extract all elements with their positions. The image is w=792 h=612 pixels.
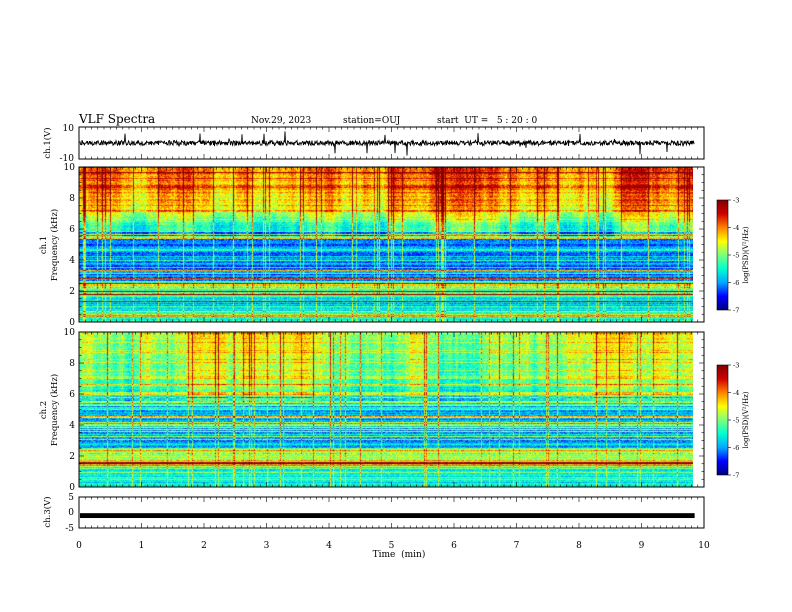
colorbar-tick-label: -3 <box>733 197 739 205</box>
ch1-spectrogram-heatmap <box>79 167 693 322</box>
ch1-colorbar: -3 -4 -5 -6 -7 log(PSD)(V²/Hz) <box>716 197 750 315</box>
colorbar-tick-label: -7 <box>733 472 739 480</box>
x-tick-label: 4 <box>326 541 332 551</box>
ch2-spectrogram-panel: 0 2 4 6 8 10 ch.2 Frequency (kHz) <box>39 328 705 493</box>
y-tick-label: 0 <box>69 483 75 493</box>
ch3-waveform-ylabel: ch.3(V) <box>42 496 53 527</box>
ch1-ytick-bottom: -10 <box>60 154 75 164</box>
y-tick-label: 8 <box>69 194 75 204</box>
ch1-waveform-panel: 10 -10 ch.1(V) <box>42 124 705 164</box>
ch1-waveform-trace <box>79 131 695 156</box>
colorbar-tick-label: -4 <box>733 224 739 232</box>
ch2-colorbar: -3 -4 -5 -6 -7 log(PSD)(V²/Hz) <box>716 362 750 480</box>
ch3-ytick-bottom: -5 <box>65 524 74 534</box>
ch3-ytick-middle: 0 <box>68 508 74 518</box>
colorbar-tick-label: -3 <box>733 362 739 370</box>
date-label: Nov.29, 2023 <box>251 116 312 126</box>
ch3-waveform-panel: 5 0 -5 ch.3(V) <box>42 493 705 534</box>
x-tick-label: 7 <box>514 541 520 551</box>
colorbar-tick-label: -7 <box>733 307 739 315</box>
ch3-ytick-top: 5 <box>68 493 74 503</box>
y-tick-label: 4 <box>69 256 75 266</box>
station-label: station=OUJ <box>343 116 401 126</box>
ch1-spectrogram-channel-label: ch.1 <box>39 236 49 254</box>
y-tick-label: 6 <box>69 390 75 400</box>
ch1-ytick-top: 10 <box>63 124 75 134</box>
colorbar-tick-label: -6 <box>733 279 739 287</box>
x-axis-label: Time (min) <box>373 549 426 560</box>
ch2-spectrogram-ylabel: Frequency (kHz) <box>49 374 60 446</box>
x-tick-label: 10 <box>698 541 710 551</box>
ch2-spectrogram-heatmap <box>79 332 693 487</box>
x-tick-label: 2 <box>201 541 207 551</box>
colorbar-tick-label: -5 <box>733 252 739 260</box>
colorbar-tick-label: -6 <box>733 444 739 452</box>
y-tick-label: 6 <box>69 225 75 235</box>
colorbar-tick-label: -5 <box>733 417 739 425</box>
y-tick-label: 4 <box>69 421 75 431</box>
ch1-spectrogram-ylabel: Frequency (kHz) <box>49 209 60 281</box>
x-tick-label: 8 <box>576 541 582 551</box>
ch1-spectrogram-panel: 0 2 4 6 8 10 ch.1 Frequency (kHz) <box>39 163 705 328</box>
x-tick-label: 1 <box>139 541 145 551</box>
y-tick-label: 2 <box>69 452 75 462</box>
ch1-waveform-ylabel: ch.1(V) <box>42 127 53 158</box>
y-tick-label: 8 <box>69 359 75 369</box>
ch3-waveform-trace <box>80 513 695 519</box>
ch2-spectrogram-channel-label: ch.2 <box>39 401 49 419</box>
ch2-colorbar-label: log(PSD)(V²/Hz) <box>742 391 750 448</box>
x-tick-label: 5 <box>389 541 395 551</box>
y-tick-label: 2 <box>69 287 75 297</box>
y-tick-label: 10 <box>64 328 76 338</box>
x-tick-label: 0 <box>76 541 82 551</box>
figure-title: VLF Spectra <box>78 112 155 126</box>
start-time-label: start UT = 5 : 20 : 0 <box>437 116 538 126</box>
x-tick-label: 6 <box>451 541 457 551</box>
y-tick-label: 0 <box>69 318 75 328</box>
x-tick-label: 9 <box>639 541 645 551</box>
ch1-colorbar-label: log(PSD)(V²/Hz) <box>742 226 750 283</box>
colorbar-tick-label: -4 <box>733 389 739 397</box>
x-tick-label: 3 <box>264 541 270 551</box>
y-tick-label: 10 <box>64 163 76 173</box>
